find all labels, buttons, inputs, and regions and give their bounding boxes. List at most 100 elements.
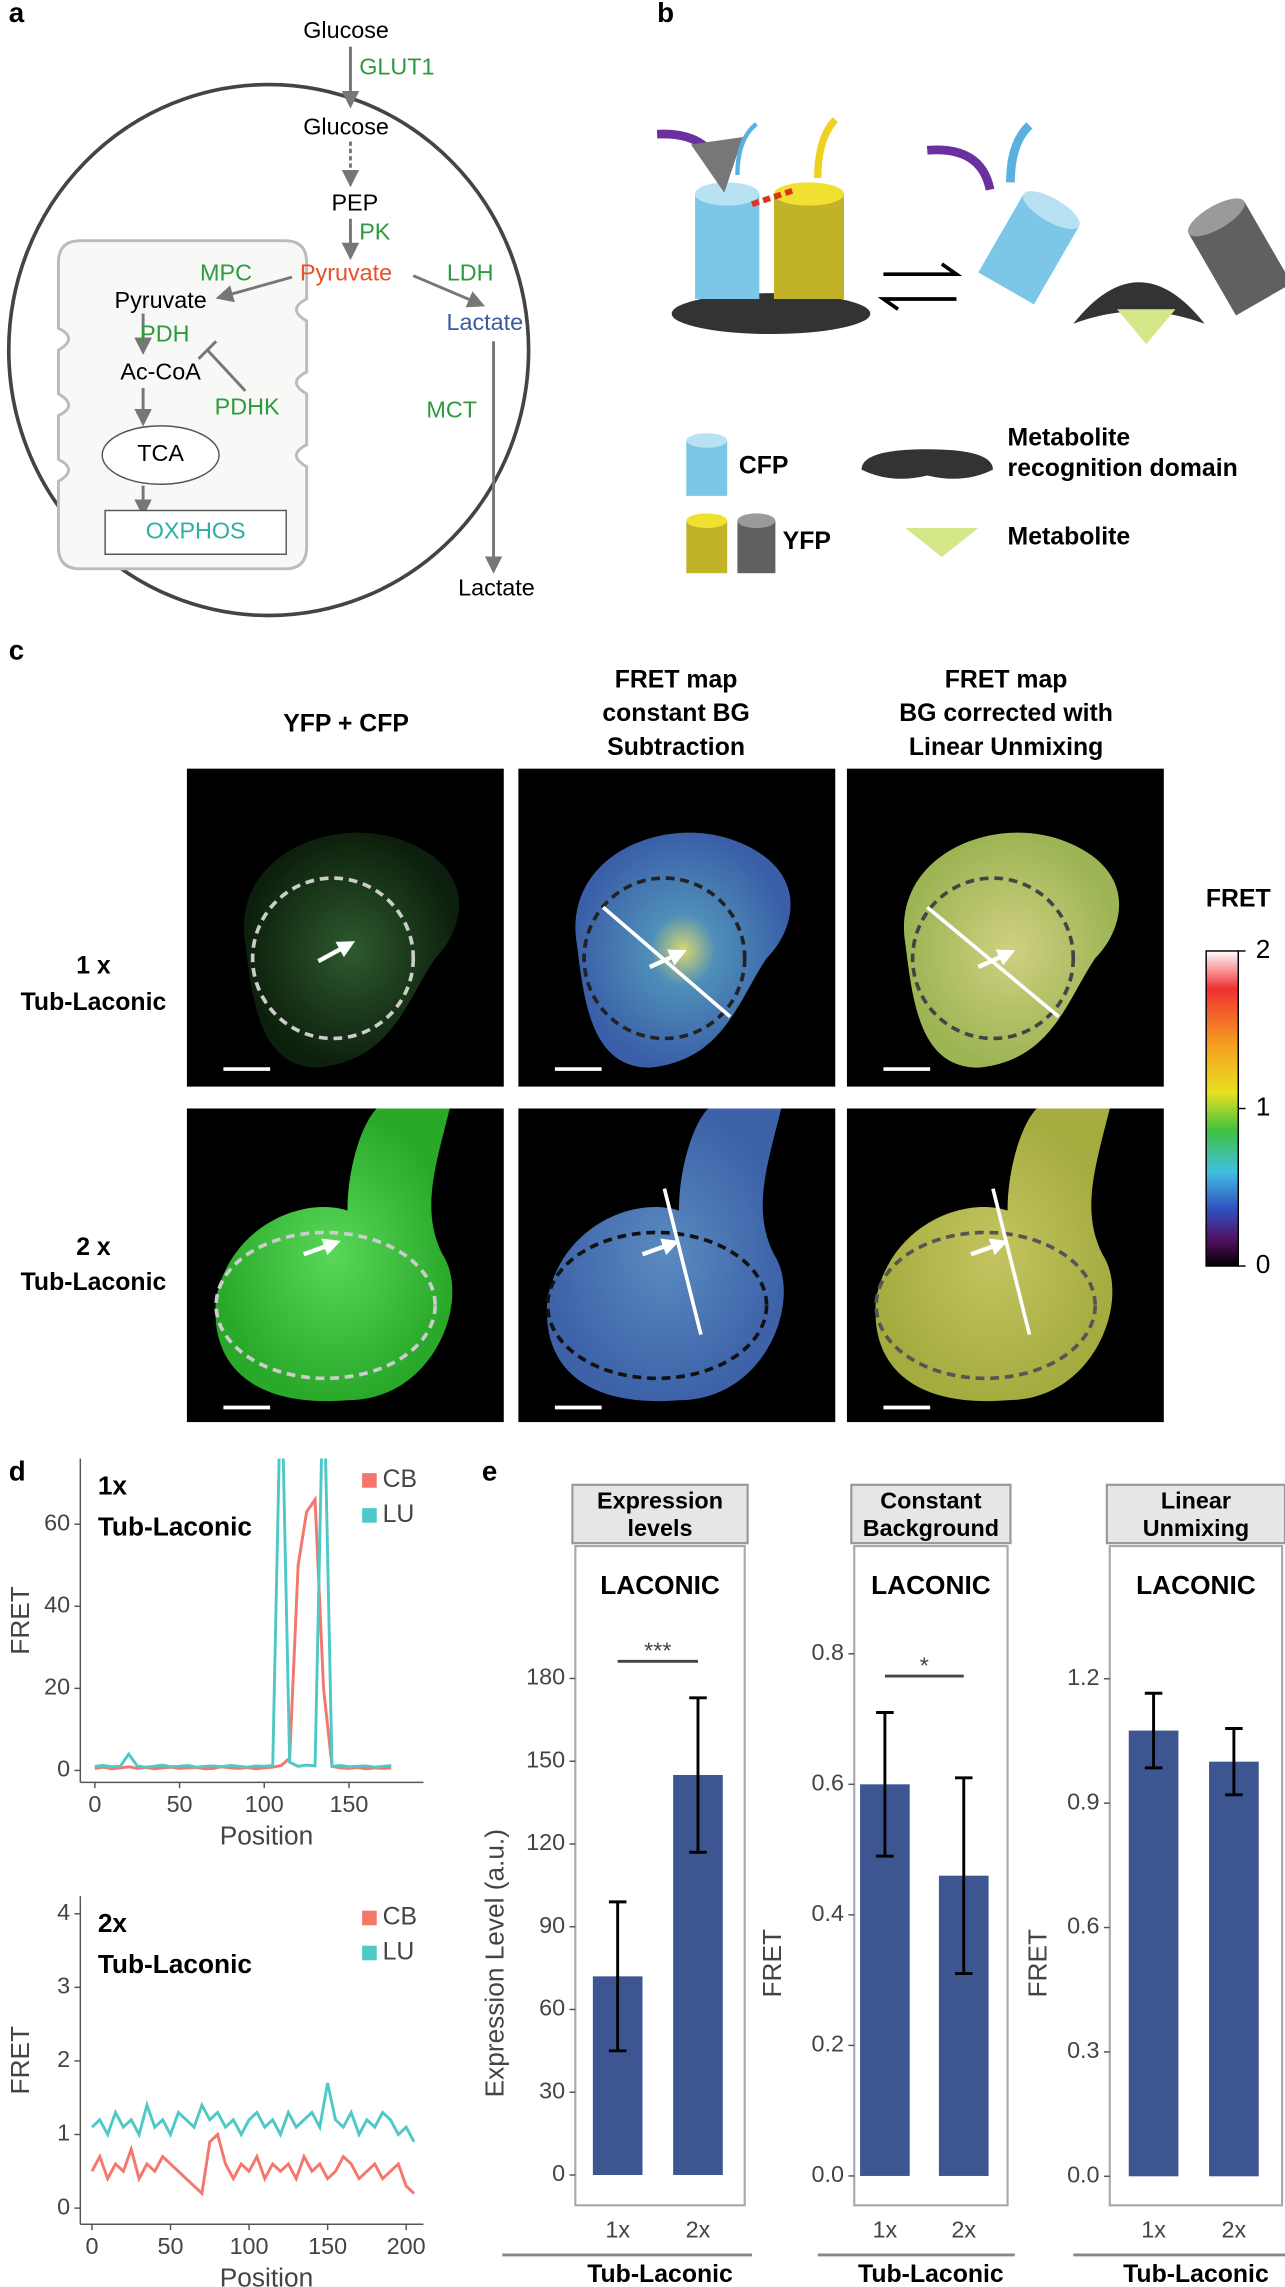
series-line [94,1458,392,1769]
y-tick-label: 2 [57,2046,70,2072]
column-header: Linear Unmixing [909,734,1103,761]
panel-header: Unmixing [1143,1515,1249,1541]
legend-swatch [362,1508,377,1523]
excitation-arrow [656,129,743,193]
plot-subtitle: LACONIC [871,1570,991,1600]
y-tick-label: 60 [44,1509,70,1535]
y-tick-label: 0.9 [1067,1788,1099,1814]
row-label: 1 x [76,953,111,980]
enzyme-label: PDH [140,321,189,347]
cfp-cylinder-top [695,182,760,206]
cfp-cylinder [978,191,1080,305]
header-box [571,1483,749,1545]
y-tick-label: 4 [57,1899,70,1925]
y-tick-label: 60 [539,1995,565,2021]
plot-frame [853,1544,1009,2207]
row-label: 2 x [76,1234,111,1261]
y-tick-label: 0.2 [812,2031,844,2057]
row-label: Tub-Laconic [21,989,167,1016]
panel-header: Constant [880,1487,981,1513]
error-bar [1225,1727,1243,1797]
yfp-cylinder [773,193,845,300]
column-header: FRET map [945,667,1068,694]
legend-label: Metabolite [1008,425,1131,452]
bar [1128,1730,1179,2177]
domain-shape [671,293,871,335]
x-tick-label: 1x [605,2217,630,2243]
chart-title: 1x [98,1471,128,1501]
micrograph [186,768,504,1087]
yfp-cylinder [1187,198,1285,316]
x-tick-label: 100 [245,1791,284,1817]
micrograph [518,1108,836,1423]
panel-label: b [657,0,674,28]
legend-label: CFP [739,452,789,479]
x-tick-label: 2x [951,2217,976,2243]
chart-title: 2x [98,1908,128,1938]
cell-outline [6,82,531,618]
enzyme-label: PDHK [215,394,280,420]
x-tick-label: 1x [873,2217,898,2243]
x-tick-label: 0 [85,2233,98,2259]
header-box [850,1483,1012,1545]
arrows [134,46,503,574]
y-tick-label: 0.4 [812,1900,844,1926]
series-line [90,2131,416,2197]
emission-arrow [1006,122,1033,183]
y-tick-label: 1.2 [1067,1664,1099,1690]
fret-dashes [751,186,797,207]
panel-label: d [9,1455,26,1486]
metabolite-label: Glucose [303,114,389,140]
mitochondrion [56,239,309,571]
legend-label: YFP [783,528,831,555]
panel-header: Background [863,1515,999,1541]
panel-header: Linear [1161,1487,1231,1513]
chart-title: Tub-Laconic [98,1949,252,1979]
legend-label: recognition domain [1008,455,1238,482]
y-tick-label: 30 [539,2077,565,2103]
enzyme-label: PK [359,219,391,245]
y-tick-label: 90 [539,1912,565,1938]
y-axis-label: FRET [1023,1929,1053,1998]
y-tick-label: 0.6 [1067,1913,1099,1939]
series-line [90,2082,416,2143]
y-tick-label: 0.6 [812,1769,844,1795]
colorbar-tick-label: 2 [1256,934,1271,964]
legend-label: CB [383,1466,417,1493]
metabolite-label: Lactate [458,574,535,600]
x-tick-label: 2x [686,2217,711,2243]
row-label: Tub-Laconic [21,1269,167,1296]
bar [1209,1761,1259,2177]
x-axis-label: Tub-Laconic [587,2261,733,2287]
colorbar [1205,950,1240,1267]
significance-label: * [920,1652,929,1678]
legend-label: Metabolite [1008,524,1131,551]
metabolite-label: Glucose [303,17,389,43]
legend-swatch [362,1945,377,1961]
y-tick-label: 180 [526,1664,565,1690]
panel-label: c [9,634,24,665]
error-bar [1144,1691,1163,1770]
micrograph [846,768,1164,1087]
y-axis-label: Expression Level (a.u.) [479,1829,509,2097]
enzyme-label: MCT [426,396,477,422]
plot-frame [1108,1544,1284,2207]
enzyme-label: GLUT1 [359,54,434,80]
x-tick-label: 200 [387,2233,426,2259]
column-header: constant BG [602,700,750,727]
y-axis-label: FRET [5,2026,35,2095]
x-tick-label: 150 [308,2233,347,2259]
error-bar [689,1696,707,1854]
y-tick-label: 3 [57,1973,70,1999]
cfp-cylinder [695,193,760,300]
legend-label: LU [383,1501,415,1528]
emission-arrow [735,122,758,176]
oxphos-box [104,509,287,555]
y-tick-label: 150 [526,1746,565,1772]
y-tick-label: 1 [57,2120,70,2146]
y-tick-label: 20 [44,1674,70,1700]
metabolite-label: OXPHOS [146,518,246,544]
x-axis-label: Position [220,1821,313,1851]
column-header: Subtraction [607,734,745,761]
legend-label: LU [383,1939,415,1966]
